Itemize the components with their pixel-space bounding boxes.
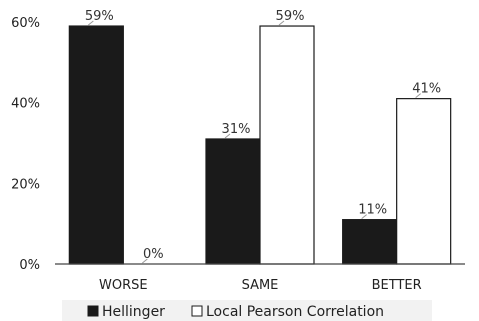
legend-background bbox=[62, 300, 432, 321]
legend: Hellinger Local Pearson Correlation bbox=[62, 300, 432, 321]
data-label: 31% bbox=[222, 122, 251, 137]
y-tick-label: 20% bbox=[11, 177, 40, 192]
legend-swatch-local-pearson-correlation bbox=[191, 305, 203, 317]
x-category-label: SAME bbox=[242, 278, 279, 293]
legend-swatch-hellinger bbox=[87, 305, 99, 317]
bar-hellinger-same bbox=[205, 138, 261, 265]
bar-local-pearson-correlation-same bbox=[259, 25, 315, 265]
data-label-leader bbox=[361, 214, 367, 220]
legend-label: Local Pearson Correlation bbox=[206, 304, 384, 320]
data-label: 0% bbox=[143, 247, 164, 262]
y-tick-label: 60% bbox=[11, 16, 40, 31]
y-tick-label: 0% bbox=[19, 258, 40, 273]
data-label-leader bbox=[224, 133, 231, 139]
x-category-label: WORSE bbox=[99, 278, 148, 293]
bar-hellinger-better bbox=[342, 219, 398, 265]
bar-hellinger-worse bbox=[68, 25, 124, 265]
data-label: 59% bbox=[85, 9, 114, 24]
data-label: 59% bbox=[276, 9, 305, 24]
data-label: 41% bbox=[412, 82, 441, 97]
x-axis-category-labels: WORSE SAME BETTER bbox=[99, 278, 422, 293]
x-category-label: BETTER bbox=[372, 278, 422, 293]
y-axis-tick-labels: 0% 20% 40% 60% bbox=[11, 16, 40, 273]
data-label-leader bbox=[88, 20, 94, 26]
bar-data-labels: 59% 31% 11% 0% 59% 41% bbox=[85, 9, 441, 264]
data-label-leader bbox=[278, 20, 285, 26]
legend-label: Hellinger bbox=[102, 304, 165, 320]
data-label-leader bbox=[142, 258, 148, 264]
data-label-leader bbox=[415, 93, 421, 99]
bars bbox=[68, 25, 452, 265]
y-tick-label: 40% bbox=[11, 97, 40, 112]
bar-local-pearson-correlation-better bbox=[396, 98, 452, 265]
data-label: 11% bbox=[358, 203, 387, 218]
